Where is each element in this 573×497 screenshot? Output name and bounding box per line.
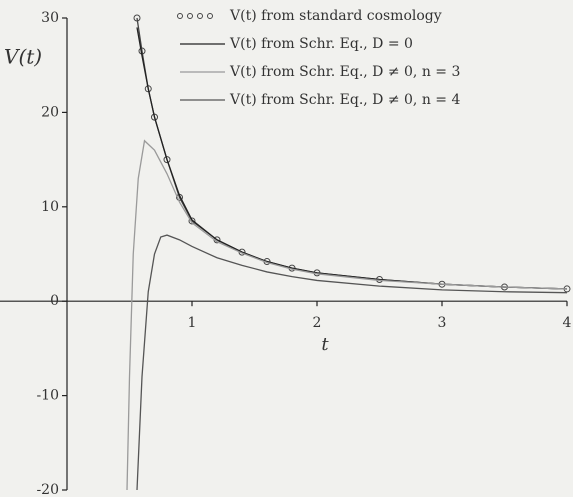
x-tick-label: 2 <box>313 315 322 331</box>
legend-marker <box>187 13 193 19</box>
legend-label: V(t) from Schr. Eq., D ≠ 0, n = 4 <box>229 92 460 108</box>
series-line <box>126 139 568 491</box>
y-axis-label: V(t) <box>4 45 42 69</box>
legend-marker <box>207 13 213 19</box>
legend-marker <box>177 13 183 19</box>
y-tick-label: 10 <box>41 199 59 215</box>
data-point <box>163 156 171 164</box>
y-tick-label: -20 <box>36 482 59 497</box>
series-line <box>136 234 568 491</box>
data-point <box>133 14 141 22</box>
legend-label: V(t) from Schr. Eq., D = 0 <box>229 36 413 52</box>
x-tick-label: 3 <box>438 315 447 331</box>
y-tick-label: -10 <box>36 388 59 404</box>
y-tick-label: 20 <box>41 104 59 120</box>
x-axis-label: t <box>321 334 329 355</box>
legend-label: V(t) from standard cosmology <box>229 8 442 24</box>
x-tick-label: 4 <box>563 315 572 331</box>
legend-marker <box>197 13 203 19</box>
x-tick-label: 1 <box>188 315 197 331</box>
y-tick-label: 30 <box>41 10 59 26</box>
data-point <box>188 217 196 225</box>
legend-label: V(t) from Schr. Eq., D ≠ 0, n = 3 <box>229 64 460 80</box>
y-tick-label: 0 <box>50 293 59 309</box>
series-line <box>136 17 568 290</box>
